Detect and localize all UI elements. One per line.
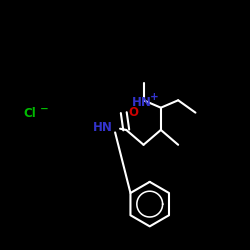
Text: O: O (129, 106, 139, 119)
Text: +: + (150, 92, 159, 102)
Text: Cl: Cl (24, 108, 36, 120)
Text: HN: HN (132, 96, 152, 109)
Text: −: − (40, 104, 49, 114)
Text: HN: HN (93, 121, 113, 134)
